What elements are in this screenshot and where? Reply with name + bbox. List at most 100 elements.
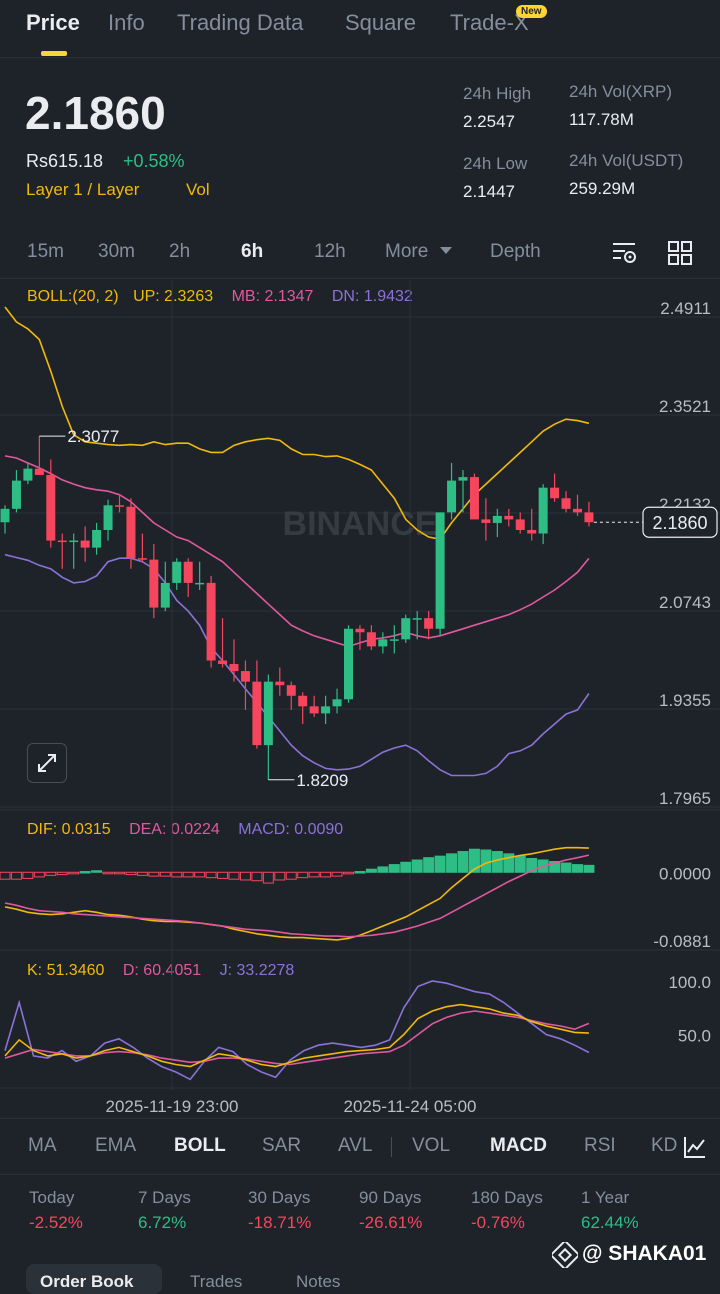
price-axis-tick: 1.7965 — [659, 789, 711, 808]
indicator-settings-icon[interactable] — [682, 1134, 708, 1160]
perf-7d-label: 7 Days — [138, 1188, 191, 1207]
ind-ema[interactable]: EMA — [95, 1135, 137, 1156]
kdj-d: D: 60.4051 — [122, 962, 202, 979]
candle-body — [195, 582, 205, 585]
expand-chart-icon[interactable] — [27, 743, 67, 783]
macd-histogram-bar — [205, 871, 217, 879]
macd-histogram-bar — [68, 871, 80, 875]
macd-dea: DEA: 0.0224 — [129, 821, 220, 838]
candle-body — [458, 477, 468, 481]
bottom-tab-notes[interactable]: Notes — [296, 1272, 341, 1291]
candle-body — [309, 706, 319, 714]
macd-histogram-bar — [377, 866, 389, 873]
candle-body — [321, 706, 331, 714]
macd-histogram-bar — [125, 871, 137, 876]
boll-mb: MB: 2.1347 — [231, 288, 314, 305]
boll-dn-line — [4, 553, 590, 777]
candle-body — [481, 519, 491, 523]
ind-rsi[interactable]: RSI — [584, 1135, 616, 1156]
ind-ma[interactable]: MA — [28, 1135, 57, 1156]
ind-boll[interactable]: BOLL — [174, 1135, 226, 1156]
perf-today-label: Today — [29, 1188, 75, 1207]
tab-trading-data[interactable]: Trading Data — [177, 10, 304, 35]
tab-square[interactable]: Square — [345, 10, 416, 35]
macd-axis-tick: -0.0881 — [653, 932, 711, 951]
price-change: +0.58% — [123, 151, 185, 171]
macd-histogram-bar — [274, 871, 286, 881]
macd-histogram-bar — [388, 864, 400, 873]
macd-histogram-bar — [343, 871, 354, 875]
vol-usdt-label: 24h Vol(USDT) — [569, 151, 684, 170]
candle-body — [229, 664, 239, 672]
chart-settings-icon[interactable] — [611, 240, 639, 266]
tf-30m[interactable]: 30m — [98, 241, 135, 262]
macd-histogram-bar — [560, 862, 572, 873]
candle-body — [149, 559, 159, 608]
macd-histogram-bar — [365, 868, 377, 873]
candle-body — [218, 660, 228, 665]
bottom-tab-order-book-label: Order Book — [40, 1272, 134, 1291]
macd-histogram-bar — [583, 864, 595, 873]
tag-vol[interactable]: Vol — [186, 180, 210, 199]
ind-kd[interactable]: KD — [651, 1135, 678, 1156]
macd-histogram-bar — [0, 871, 11, 880]
price-axis-tick: 1.9355 — [659, 691, 711, 710]
kdj-axis-tick: 50.0 — [678, 1027, 711, 1046]
tf-more[interactable]: More — [385, 241, 452, 263]
boll-mb-line — [4, 455, 590, 648]
bottom-tab-trades[interactable]: Trades — [190, 1272, 243, 1291]
candle-body — [447, 480, 457, 513]
candle-body — [435, 512, 445, 629]
tf-15m[interactable]: 15m — [27, 241, 64, 262]
kdj-legend: K: 51.3460 D: 60.4051 J: 33.2278 — [27, 962, 294, 980]
tag-layer[interactable]: Layer 1 / Layer — [26, 180, 140, 199]
candle-body — [469, 477, 479, 520]
ind-vol[interactable]: VOL — [412, 1135, 451, 1156]
perf-180d-label: 180 Days — [471, 1188, 543, 1207]
perf-30d-value: -18.71% — [248, 1213, 312, 1232]
bottom-tab-order-book[interactable]: Order Book — [26, 1264, 162, 1294]
macd-histogram-bar — [228, 871, 240, 880]
macd-dif-line — [4, 846, 589, 941]
tab-price[interactable]: Price — [26, 10, 80, 35]
candle-body — [412, 618, 422, 620]
macd-legend: DIF: 0.0315 DEA: 0.0224 MACD: 0.0090 — [27, 821, 343, 839]
tf-depth[interactable]: Depth — [490, 241, 541, 262]
tab-info[interactable]: Info — [108, 10, 145, 35]
tf-6h[interactable]: 6h — [241, 241, 264, 262]
macd-histogram-bar — [457, 851, 469, 873]
macd-histogram-bar — [331, 871, 343, 877]
candle-body — [46, 474, 56, 541]
macd-histogram-bar — [308, 871, 320, 878]
ind-sar[interactable]: SAR — [262, 1135, 302, 1156]
max-price-label: 2.3077 — [67, 427, 119, 446]
binance-watermark: BINANCE — [283, 505, 438, 543]
ind-macd[interactable]: MACD — [490, 1135, 547, 1156]
macd-histogram-bar — [79, 871, 91, 874]
candle-body — [366, 632, 376, 647]
kdj-j: J: 33.2278 — [219, 962, 295, 979]
candle-body — [160, 582, 170, 608]
macd-histogram-bar — [354, 871, 366, 874]
candle-body — [355, 628, 365, 633]
kline-chart[interactable]: BINANCE 2.49112.35212.21322.07431.93551.… — [0, 0, 720, 1120]
candle-body — [252, 681, 262, 746]
tf-2h[interactable]: 2h — [169, 241, 191, 262]
tab-trade-x[interactable]: Trade-X — [450, 10, 529, 35]
candle-body — [550, 487, 560, 499]
tf-12h[interactable]: 12h — [314, 241, 346, 262]
candle-body — [298, 695, 308, 707]
macd-histogram-bar — [320, 871, 332, 878]
perf-30d-label: 30 Days — [248, 1188, 311, 1207]
candle-body — [263, 681, 273, 746]
tf-more-label: More — [385, 241, 429, 262]
fiat-price: Rs615.18 — [26, 151, 104, 171]
vol-usdt-value: 259.29M — [569, 179, 636, 198]
candle-body — [126, 506, 136, 559]
ind-avl[interactable]: AVL — [338, 1135, 373, 1156]
grid-layout-icon[interactable] — [667, 240, 693, 266]
vol-xrp-value: 117.78M — [569, 110, 634, 129]
price-axis-tick: 2.4911 — [660, 299, 711, 318]
candle-body — [515, 519, 525, 530]
macd-histogram-bar — [91, 870, 103, 873]
